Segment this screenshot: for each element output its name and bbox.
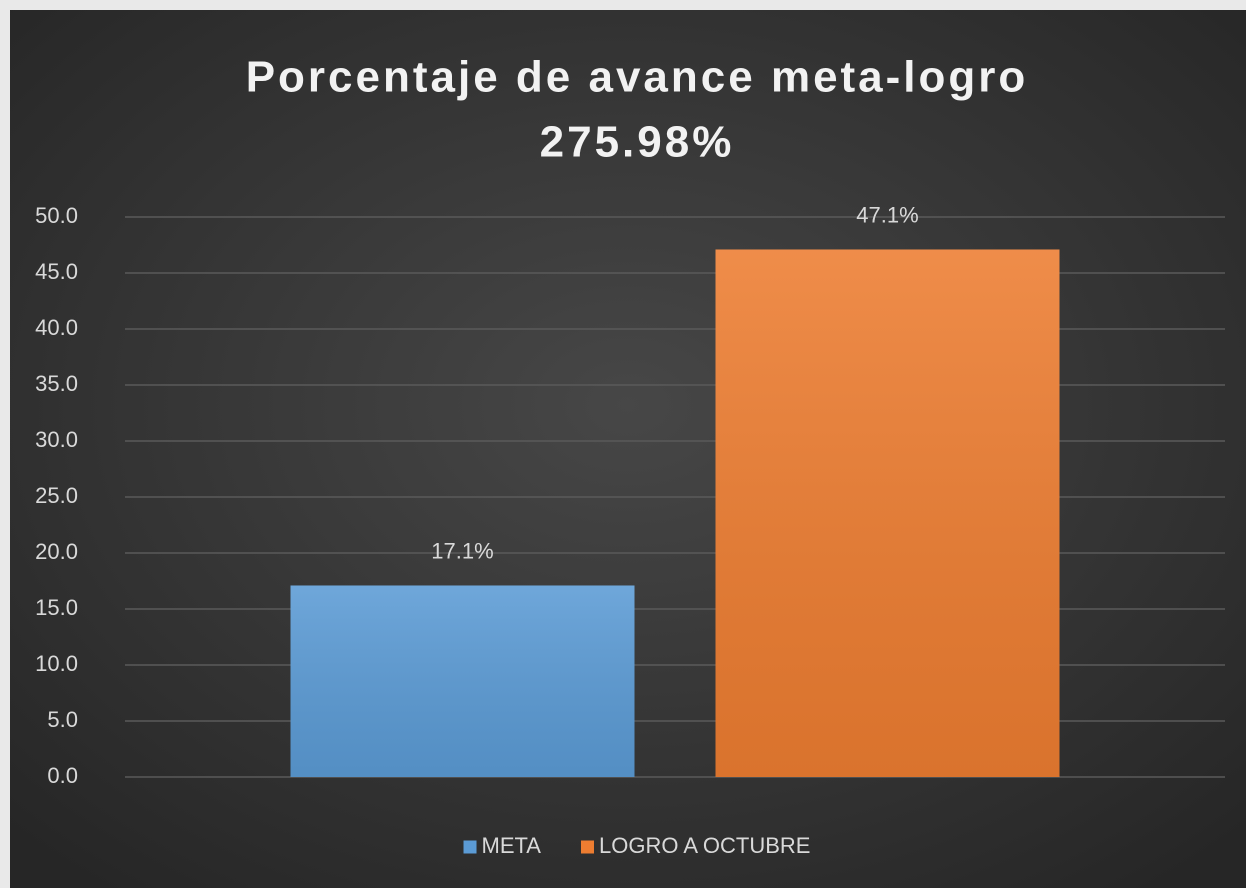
y-tick-label: 10.0 [35,651,78,676]
y-tick-label: 50.0 [35,203,78,228]
y-tick-label: 40.0 [35,315,78,340]
y-tick-label: 20.0 [35,539,78,564]
bar [290,585,635,777]
chart-subtitle: 275.98% [540,118,735,167]
legend-label: META [482,833,542,858]
bar [715,249,1060,778]
y-tick-label: 30.0 [35,427,78,452]
y-tick-label: 15.0 [35,595,78,620]
legend-swatch [580,840,594,854]
value-label: 17.1% [431,538,493,563]
legend-label: LOGRO A OCTUBRE [599,833,811,858]
y-tick-label: 0.0 [47,763,78,788]
value-label: 47.1% [856,202,918,227]
chart-title: Porcentaje de avance meta-logro [246,53,1029,102]
y-tick-label: 35.0 [35,371,78,396]
legend-swatch [463,840,477,854]
y-tick-label: 5.0 [47,707,78,732]
y-tick-label: 25.0 [35,483,78,508]
y-tick-label: 45.0 [35,259,78,284]
